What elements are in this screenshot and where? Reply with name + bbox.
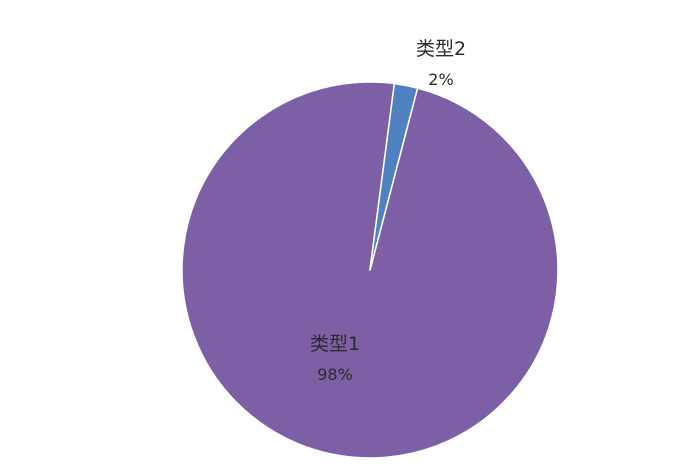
pie-labels: 类型1 98% 类型2 2%: [310, 38, 466, 384]
pie-slice-2: [369, 82, 419, 271]
pie-slices: [181, 81, 559, 459]
slice-label-1: 类型1: [310, 333, 360, 355]
slice-label-2: 类型2: [416, 38, 466, 60]
slice-value-label-1: 98%: [317, 365, 353, 384]
slice-value-label-2: 2%: [428, 70, 453, 89]
